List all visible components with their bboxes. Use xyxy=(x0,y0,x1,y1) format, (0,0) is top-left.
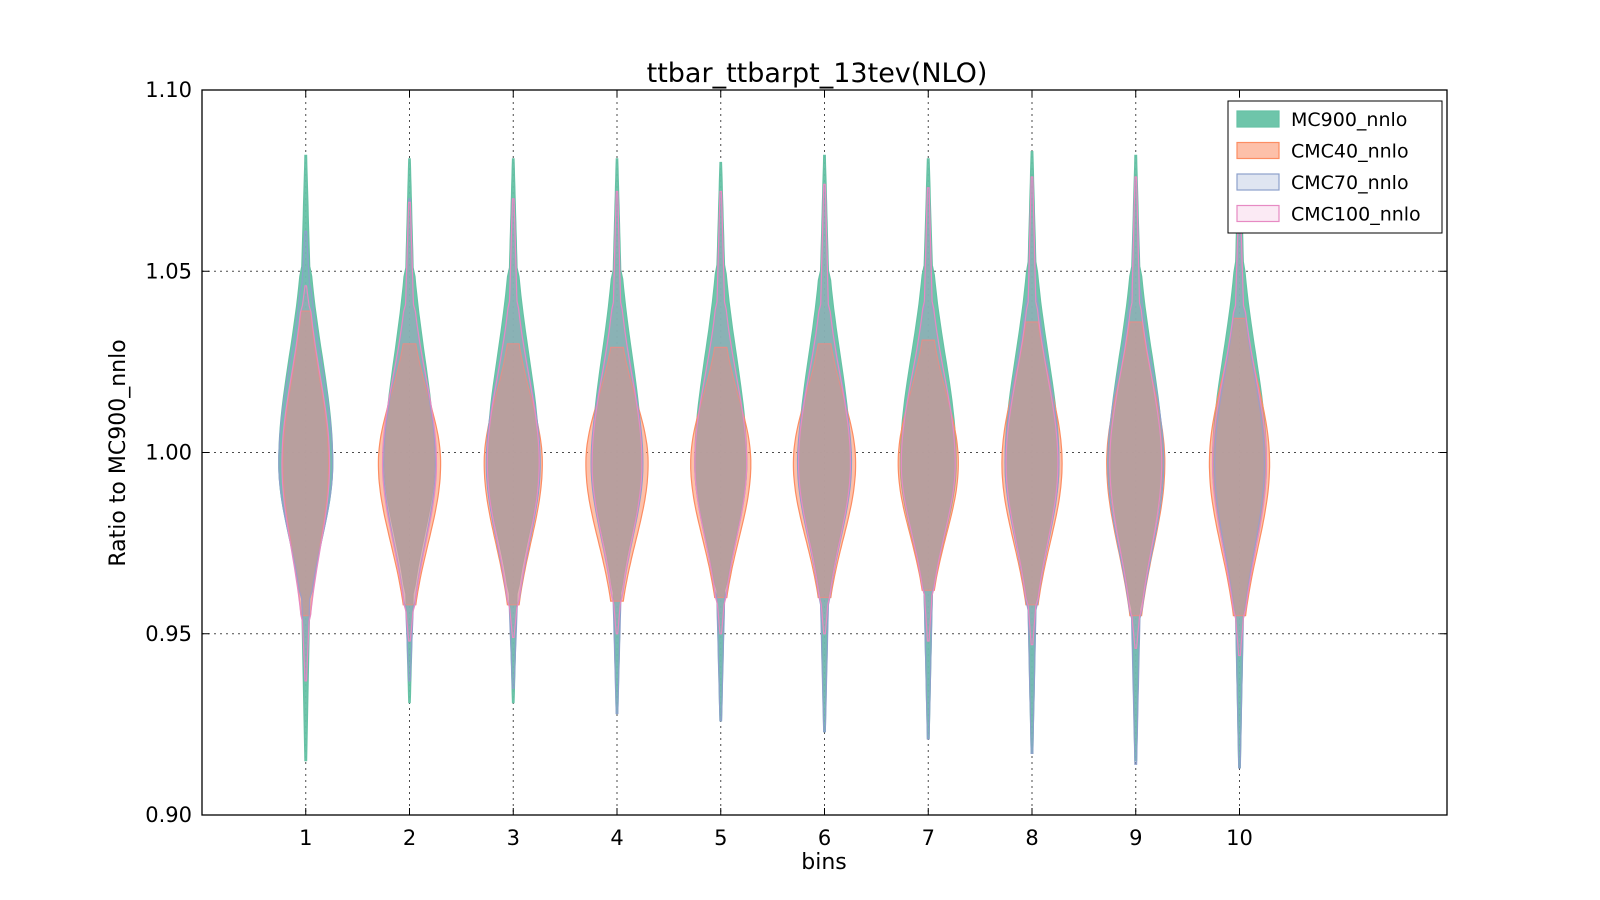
y-tick-label: 0.95 xyxy=(145,622,192,646)
legend-swatch-CMC40_nnlo xyxy=(1236,141,1280,160)
y-tick-label: 1.10 xyxy=(145,78,192,102)
violin-CMC100_nnlo-bin-6 xyxy=(798,183,851,635)
legend-swatch-MC900_nnlo xyxy=(1236,110,1280,128)
violin-CMC40_nnlo-bin-7 xyxy=(897,339,959,591)
y-tick-label: 1.05 xyxy=(145,259,192,283)
x-tick-label: 10 xyxy=(1226,826,1253,850)
violin-CMC100_nnlo-bin-2 xyxy=(381,201,438,642)
x-tick-label: 6 xyxy=(818,826,831,850)
legend-swatch-CMC100_nnlo xyxy=(1236,204,1280,223)
violin-CMC100_nnlo-bin-8 xyxy=(1005,176,1059,646)
violin-CMC40_nnlo-bin-9 xyxy=(1106,321,1166,617)
violin-CMC100_nnlo-bin-3 xyxy=(486,198,540,638)
violin-CMC100_nnlo-bin-7 xyxy=(900,187,956,642)
violin-CMC40_nnlo-bin-2 xyxy=(377,343,442,606)
violin-CMC40_nnlo-bin-5 xyxy=(690,346,752,599)
x-tick-label: 4 xyxy=(610,826,623,850)
legend-label-CMC40_nnlo: CMC40_nnlo xyxy=(1291,141,1409,163)
legend-label-CMC70_nnlo: CMC70_nnlo xyxy=(1291,172,1409,194)
legend-swatch-CMC70_nnlo xyxy=(1236,173,1280,191)
series-CMC70_nnlo xyxy=(278,180,1266,769)
chart-title: ttbar_ttbarpt_13tev(NLO) xyxy=(647,58,988,89)
legend-label-CMC100_nnlo: CMC100_nnlo xyxy=(1291,204,1421,226)
x-tick-label: 9 xyxy=(1129,826,1142,850)
violin-CMC40_nnlo-bin-6 xyxy=(792,343,857,599)
violin-CMC100_nnlo-bin-1 xyxy=(281,285,331,682)
y-tick-label: 1.00 xyxy=(145,441,192,465)
tick-layer: 0.90 0.95 1.00 1.05 1.10 1 2 3 4 5 6 7 8 9 10 xyxy=(145,78,1447,850)
violin-CMC70_nnlo-bin-2 xyxy=(382,198,437,682)
violin-CMC100_nnlo-bin-9 xyxy=(1109,176,1163,649)
x-tick-label: 7 xyxy=(922,826,935,850)
x-tick-label: 2 xyxy=(403,826,416,850)
x-tick-label: 1 xyxy=(299,826,312,850)
x-axis-title: bins xyxy=(801,850,846,875)
violin-layer xyxy=(278,147,1271,769)
y-axis-title: Ratio to MC900_nnlo xyxy=(106,339,131,566)
violin-CMC100_nnlo-bin-4 xyxy=(591,190,643,635)
violin-CMC100_nnlo-bin-5 xyxy=(694,190,748,635)
legend-label-MC900_nnlo: MC900_nnlo xyxy=(1291,109,1407,131)
x-tick-label: 8 xyxy=(1025,826,1038,850)
violin-CMC40_nnlo-bin-3 xyxy=(483,343,543,606)
x-tick-label: 5 xyxy=(714,826,727,850)
legend: MC900_nnlo CMC40_nnlo CMC70_nnlo CMC100_nnl… xyxy=(1227,100,1443,234)
x-tick-label: 3 xyxy=(507,826,520,850)
y-tick-label: 0.90 xyxy=(145,803,192,827)
violin-CMC40_nnlo-bin-8 xyxy=(1001,321,1063,606)
series-CMC100_nnlo xyxy=(281,176,1268,682)
